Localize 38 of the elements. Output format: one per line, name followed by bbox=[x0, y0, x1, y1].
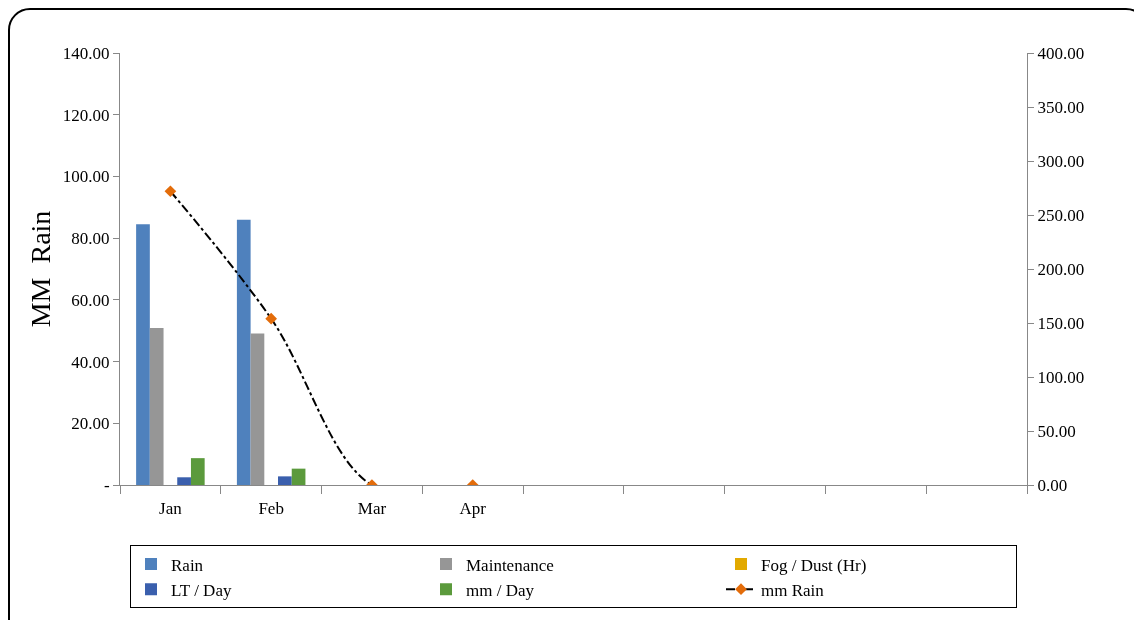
y-axis-title: MM Rain bbox=[24, 210, 56, 328]
bar bbox=[190, 458, 205, 485]
y2-tick-label: 0.00 bbox=[1037, 475, 1068, 495]
bar bbox=[149, 327, 164, 485]
y-tick-label: 100.00 bbox=[62, 167, 110, 187]
x-tick-label: Feb bbox=[258, 499, 284, 519]
y-tick-label: 60.00 bbox=[71, 290, 110, 310]
y2-tick-label: 250.00 bbox=[1037, 205, 1085, 225]
legend-label: mm Rain bbox=[761, 580, 825, 600]
y2-tick-label: 50.00 bbox=[1037, 421, 1076, 441]
y-tick-label: 80.00 bbox=[71, 229, 110, 249]
x-tick-label: Jan bbox=[159, 499, 183, 519]
y-tick-label: 20.00 bbox=[71, 414, 110, 434]
legend-label: Maintenance bbox=[466, 555, 554, 575]
bar bbox=[278, 476, 292, 485]
x-tick-label: Apr bbox=[459, 499, 487, 519]
bar bbox=[291, 468, 306, 485]
point bbox=[164, 185, 177, 198]
y2-tick-label: 350.00 bbox=[1037, 97, 1085, 117]
y2-tick-label: 300.00 bbox=[1037, 151, 1085, 171]
bar bbox=[136, 224, 150, 485]
y-tick-label: 140.00 bbox=[62, 43, 110, 63]
y2-tick-label: 100.00 bbox=[1037, 367, 1085, 387]
y-tick-label: 120.00 bbox=[62, 105, 110, 125]
y-tick-label: 40.00 bbox=[71, 352, 110, 372]
y2-tick-label: 200.00 bbox=[1037, 259, 1085, 279]
legend-label: mm / Day bbox=[466, 580, 535, 600]
x-tick-label: Mar bbox=[357, 499, 387, 519]
bar bbox=[250, 333, 265, 485]
y-tick-label: - bbox=[103, 475, 110, 495]
legend-label: Rain bbox=[171, 555, 204, 575]
y2-tick-label: 400.00 bbox=[1037, 43, 1085, 63]
bar bbox=[177, 477, 191, 485]
legend-label: Fog / Dust (Hr) bbox=[761, 555, 867, 575]
legend-label: LT / Day bbox=[171, 580, 232, 600]
bar bbox=[236, 219, 251, 485]
point bbox=[265, 312, 278, 325]
y2-tick-label: 150.00 bbox=[1037, 313, 1085, 333]
